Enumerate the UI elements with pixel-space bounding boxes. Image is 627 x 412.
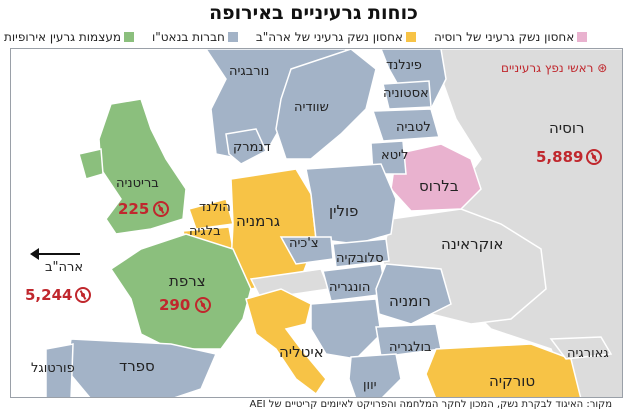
country-label-norway: נורבגיה — [229, 64, 270, 79]
source-note: מקור: האיגוד לבקרת נשק, המכון לחקר המלחמ… — [249, 399, 612, 410]
country-label-turkey: טורקיה — [489, 372, 536, 390]
legend-swatch-green — [123, 32, 134, 42]
warhead-legend: ראשי נפץ גרעיניים ⊛ — [501, 61, 607, 75]
country-label-poland: פולין — [329, 202, 359, 220]
country-label-georgia: גאורגיה — [567, 346, 609, 361]
europe-map: ראשי נפץ גרעיניים ⊛ נורבגיה פינלנד שוודי… — [10, 48, 623, 398]
warheads-britain: 225 — [118, 200, 150, 218]
warhead-icon-usa — [75, 287, 91, 303]
country-label-usa: ארה"ב — [45, 260, 84, 275]
country-label-denmark: דנמרק — [233, 140, 271, 155]
warhead-icon-russia — [586, 149, 602, 165]
legend-swatch-yellow — [405, 32, 416, 42]
slovakia-shape — [332, 238, 390, 268]
country-label-france: צרפת — [169, 272, 206, 290]
country-label-portugal: פורטוגל — [31, 361, 75, 376]
poland-shape — [305, 163, 397, 245]
ireland-shape — [78, 148, 104, 180]
country-label-netherlands: הולנד — [199, 200, 231, 215]
warhead-icon-britain — [153, 201, 169, 217]
country-label-germany: גרמניה — [236, 212, 280, 230]
country-label-britain: בריטניה — [116, 176, 159, 191]
legend-item-nuclear-powers: מעצמות גרעין אירופיות — [4, 30, 134, 44]
warhead-legend-icon: ⊛ — [597, 61, 608, 75]
estonia-shape — [382, 80, 432, 110]
legend-label: חברות בנאט"ו — [151, 30, 225, 44]
czechia-shape — [279, 236, 334, 265]
country-label-czechia: צ'כיה — [289, 236, 319, 251]
denmark-shape — [225, 128, 267, 165]
legend-swatch-pink — [577, 32, 588, 42]
legend-label: אחסון נשק גרעיני של ארה"ב — [255, 30, 403, 44]
legend-item-russia-storage: אחסון נשק גרעיני של רוסיה — [433, 30, 588, 44]
belarus-shape — [390, 143, 482, 212]
warhead-icon-france — [195, 297, 211, 313]
country-label-russia: רוסיה — [549, 119, 585, 137]
legend: מעצמות גרעין אירופיות חברות בנאט"ו אחסון… — [4, 27, 623, 47]
romania-shape — [375, 263, 452, 325]
country-label-greece: יוון — [363, 378, 377, 393]
country-label-hungary: הונגריה — [329, 280, 371, 295]
legend-label: אחסון נשק גרעיני של רוסיה — [433, 30, 575, 44]
country-label-belarus: בלרוס — [419, 177, 459, 195]
france-shape — [109, 233, 252, 350]
country-label-slovakia: סלובקיה — [336, 251, 384, 266]
country-label-romania: רומניה — [389, 292, 431, 310]
country-label-sweden: שוודיה — [294, 100, 329, 115]
italy-shape — [245, 288, 327, 396]
arrow-to-usa-head — [30, 248, 39, 260]
country-label-bulgaria: בולגריה — [389, 340, 432, 355]
georgia-shape — [549, 336, 613, 360]
turkey-shape — [425, 343, 582, 397]
warheads-russia: 5,889 — [536, 148, 584, 166]
legend-item-nato: חברות בנאט"ו — [152, 30, 238, 44]
warheads-france: 290 — [159, 296, 191, 314]
page-title: כוחות גרעיניים באירופה — [209, 2, 418, 24]
country-label-belgium: בלגיה — [189, 224, 221, 239]
country-label-estonia: אסטוניה — [383, 86, 429, 101]
map-shapes — [45, 49, 622, 397]
country-label-latvia: לטביה — [396, 120, 431, 135]
country-label-italy: איטליה — [279, 343, 324, 361]
country-label-spain: ספרד — [119, 357, 155, 375]
warheads-usa: 5,244 — [25, 286, 73, 304]
arrow-to-usa-line — [36, 253, 80, 255]
country-label-lithuania: ליטא — [381, 148, 409, 163]
warhead-legend-label: ראשי נפץ גרעיניים — [501, 61, 594, 75]
greece-shape — [348, 353, 402, 397]
sweden-shape — [275, 49, 377, 160]
legend-item-us-storage: אחסון נשק גרעיני של ארה"ב — [256, 30, 416, 44]
country-label-finland: פינלנד — [386, 58, 422, 73]
legend-label: מעצמות גרעין אירופיות — [4, 30, 121, 44]
latvia-shape — [371, 108, 440, 142]
portugal-shape — [45, 343, 74, 397]
legend-swatch-blue — [227, 32, 238, 42]
country-label-ukraine: אוקראינה — [441, 235, 504, 253]
